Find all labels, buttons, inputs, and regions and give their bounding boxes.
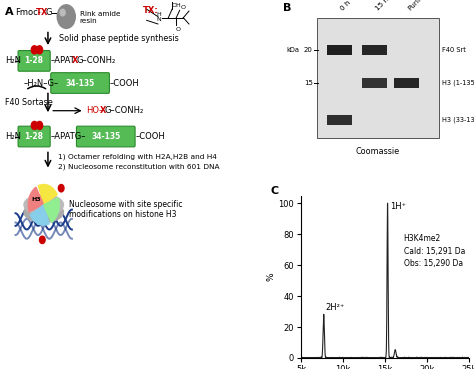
Text: –APAT: –APAT	[51, 56, 75, 65]
Circle shape	[57, 5, 75, 28]
Text: B: B	[283, 3, 292, 13]
Text: –H₂N–G–: –H₂N–G–	[24, 79, 59, 87]
Text: O: O	[176, 27, 181, 32]
Text: O: O	[181, 5, 186, 10]
Text: kDa: kDa	[287, 47, 300, 53]
Text: G–CONH₂: G–CONH₂	[105, 106, 144, 115]
Ellipse shape	[24, 195, 64, 215]
Text: 0 h: 0 h	[339, 0, 352, 12]
Text: G: G	[45, 8, 52, 17]
Text: X: X	[41, 8, 47, 17]
Circle shape	[58, 184, 64, 192]
Wedge shape	[28, 187, 44, 212]
Text: H₂N: H₂N	[5, 56, 21, 65]
Text: Nucleosome with site specific: Nucleosome with site specific	[69, 200, 182, 209]
Text: 15 h: 15 h	[374, 0, 390, 12]
Circle shape	[36, 46, 43, 54]
Bar	[362, 45, 387, 55]
Text: H3: H3	[32, 197, 42, 202]
Text: 1H⁺: 1H⁺	[390, 202, 406, 211]
Text: 2) Nucleosome reconstitution with 601 DNA: 2) Nucleosome reconstitution with 601 DN…	[58, 163, 219, 170]
FancyBboxPatch shape	[51, 73, 109, 93]
Circle shape	[31, 46, 37, 54]
Bar	[394, 78, 419, 87]
Wedge shape	[38, 184, 57, 205]
Bar	[327, 115, 352, 125]
Text: H3 (1-135): H3 (1-135)	[442, 80, 474, 86]
Text: Coomassie: Coomassie	[356, 147, 400, 156]
Text: modifications on histone H3: modifications on histone H3	[69, 210, 177, 219]
FancyBboxPatch shape	[18, 126, 50, 147]
Text: X: X	[72, 56, 79, 65]
Text: Purified: Purified	[407, 0, 430, 12]
Text: G–CONH₂: G–CONH₂	[77, 56, 116, 65]
Circle shape	[36, 121, 43, 130]
Text: resin: resin	[80, 18, 97, 24]
Y-axis label: %: %	[266, 272, 275, 281]
FancyBboxPatch shape	[76, 126, 135, 147]
Bar	[317, 18, 439, 138]
Text: TX:: TX:	[142, 6, 158, 15]
Text: C: C	[271, 186, 279, 196]
Wedge shape	[44, 198, 59, 223]
Text: HO–: HO–	[86, 106, 103, 115]
Text: X: X	[100, 106, 107, 115]
Text: –COOH: –COOH	[136, 132, 166, 141]
Text: 15: 15	[304, 80, 313, 86]
Text: H3 (33-135): H3 (33-135)	[442, 117, 474, 123]
Text: A: A	[5, 7, 14, 17]
Text: 1-28: 1-28	[25, 56, 44, 65]
Ellipse shape	[24, 202, 64, 222]
Bar	[362, 78, 387, 87]
Text: Fmoc-: Fmoc-	[16, 8, 41, 17]
Text: F40 Sortase: F40 Sortase	[5, 98, 53, 107]
Text: T: T	[36, 8, 42, 17]
Circle shape	[39, 236, 45, 244]
Text: 20: 20	[304, 47, 313, 53]
Bar	[327, 45, 352, 55]
Circle shape	[31, 121, 37, 130]
FancyBboxPatch shape	[18, 51, 50, 71]
Text: N: N	[156, 17, 161, 22]
Text: 34-135: 34-135	[65, 79, 95, 87]
Text: –APATG–: –APATG–	[51, 132, 86, 141]
Wedge shape	[30, 205, 49, 225]
Text: H3K4me2
Cald: 15,291 Da
Obs: 15,290 Da: H3K4me2 Cald: 15,291 Da Obs: 15,290 Da	[404, 234, 465, 268]
Text: Solid phase peptide synthesis: Solid phase peptide synthesis	[59, 34, 179, 43]
Text: –COOH: –COOH	[110, 79, 140, 87]
Text: Rink amide: Rink amide	[80, 11, 120, 17]
Text: 34-135: 34-135	[91, 132, 120, 141]
Text: H: H	[156, 11, 161, 17]
Text: 1) Octamer refolding with H2A,H2B and H4: 1) Octamer refolding with H2A,H2B and H4	[58, 154, 217, 160]
Circle shape	[60, 9, 65, 16]
Text: 2H²⁺: 2H²⁺	[325, 303, 345, 311]
Text: F40 Srt: F40 Srt	[442, 47, 466, 53]
Text: H₂N: H₂N	[5, 132, 21, 141]
Text: OH: OH	[172, 3, 181, 8]
Text: 1-28: 1-28	[25, 132, 44, 141]
